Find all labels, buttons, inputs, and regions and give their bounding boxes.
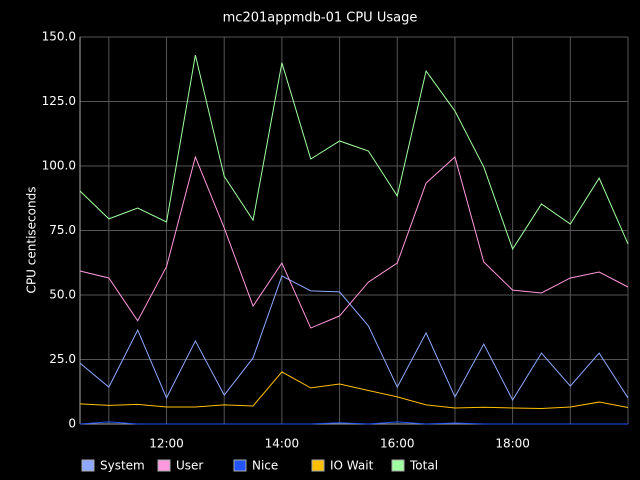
series-line xyxy=(79,275,629,402)
legend-label: User xyxy=(176,459,203,473)
legend-swatch xyxy=(157,459,171,472)
x-tick-label: 18:00 xyxy=(495,437,530,451)
legend-swatch xyxy=(233,459,247,472)
y-tick-label: 0 xyxy=(68,417,76,431)
x-tick-label: 16:00 xyxy=(380,437,415,451)
y-tick-label: 25.0 xyxy=(49,352,76,366)
series-line xyxy=(79,54,629,251)
legend-label: Total xyxy=(409,459,438,473)
chart-title: mc201appmdb-01 CPU Usage xyxy=(223,11,418,26)
y-tick-label: 150.0 xyxy=(42,30,76,44)
legend-swatch xyxy=(81,459,95,472)
legend-swatch xyxy=(311,459,325,472)
series-line xyxy=(79,371,629,410)
y-tick-label: 100.0 xyxy=(42,159,76,173)
legend-label: System xyxy=(100,459,145,473)
series-line xyxy=(79,421,628,425)
x-tick-label: 12:00 xyxy=(149,437,184,451)
legend-swatch xyxy=(391,459,405,472)
series-line xyxy=(79,155,629,329)
y-axis-label: CPU centiseconds xyxy=(25,187,39,294)
legend-label: IO Wait xyxy=(330,459,374,473)
y-tick-label: 125.0 xyxy=(42,94,76,108)
y-tick-label: 75.0 xyxy=(49,223,76,237)
legend-label: Nice xyxy=(252,459,278,473)
y-tick-label: 50.0 xyxy=(49,288,76,302)
x-tick-label: 14:00 xyxy=(265,437,300,451)
